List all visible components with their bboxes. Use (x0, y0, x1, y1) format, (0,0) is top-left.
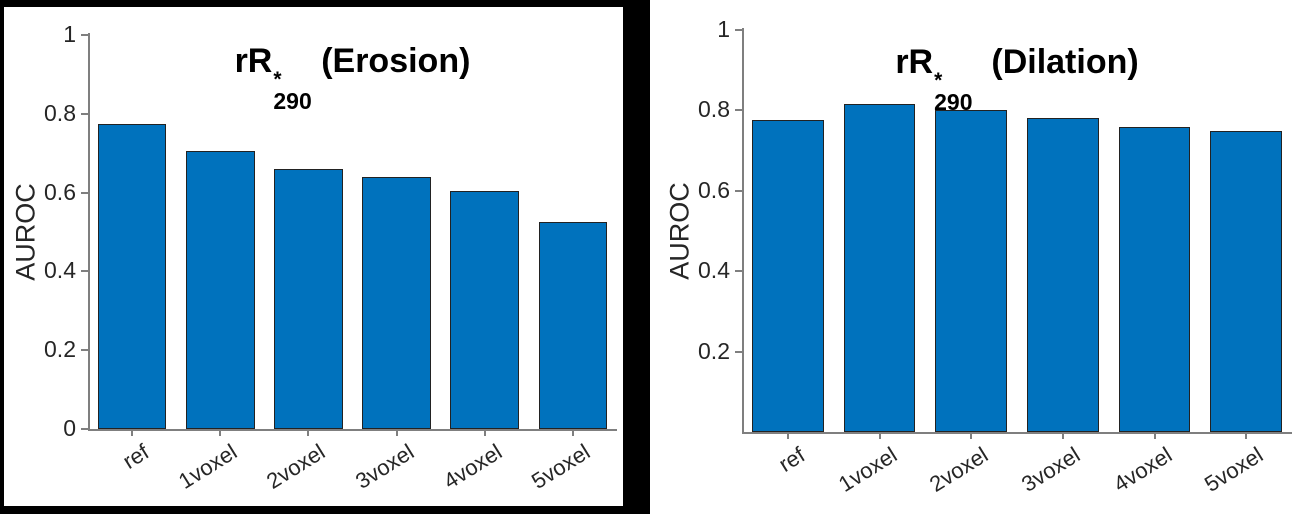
bar-5voxel (538, 222, 608, 429)
x-axis-line (88, 429, 617, 431)
y-axis-label: AUROC (664, 182, 695, 280)
x-tick-mark (307, 429, 310, 436)
y-tick-mark (81, 191, 88, 194)
bar-4voxel (450, 190, 520, 429)
x-tick-mark (131, 429, 134, 436)
y-tick-mark (81, 34, 88, 36)
bar-ref (97, 123, 167, 429)
x-tick-mark (571, 429, 574, 436)
title-subscript: 290 (934, 89, 973, 116)
y-tick-mark (81, 428, 88, 430)
y-tick-mark (735, 270, 742, 273)
y-tick-label: 0 (63, 415, 76, 441)
x-tick-label: ref (774, 442, 810, 477)
x-tick-mark (219, 429, 222, 436)
x-tick-mark (1245, 432, 1248, 439)
title-superscript: * (273, 68, 282, 92)
x-tick-mark (1061, 432, 1064, 439)
bar-5voxel (1210, 130, 1282, 432)
y-tick-label: 0.8 (44, 99, 76, 126)
y-tick-label: 0.4 (698, 257, 730, 284)
y-tick-mark (81, 112, 88, 115)
bar-ref (752, 120, 824, 432)
bar-3voxel (1027, 118, 1099, 432)
bar-4voxel (1118, 126, 1191, 432)
x-tick-mark (1153, 432, 1156, 439)
x-tick-mark (878, 432, 881, 439)
bar-2voxel (935, 110, 1007, 432)
y-tick-label: 0.2 (44, 336, 76, 363)
y-tick-label: 1 (63, 21, 76, 47)
bar-1voxel (185, 151, 255, 429)
title-superscript: * (934, 69, 943, 93)
y-tick-label: 1 (717, 16, 730, 42)
y-tick-mark (81, 349, 88, 352)
title-base: rR (895, 43, 934, 82)
title-supsub: * 290 (934, 69, 973, 116)
y-axis-line (88, 33, 90, 431)
title-subscript: 290 (273, 88, 312, 115)
chart-title: rR * 290 (Erosion) (235, 41, 471, 113)
title-rest: (Erosion) (311, 42, 471, 81)
title-base: rR (234, 42, 273, 81)
y-tick-label: 0.8 (698, 96, 730, 123)
title-supsub: * 290 (273, 68, 312, 115)
bar-1voxel (843, 104, 916, 432)
y-tick-mark (735, 350, 742, 353)
y-tick-mark (735, 29, 742, 31)
y-tick-mark (735, 189, 742, 192)
x-tick-mark (395, 429, 398, 436)
title-rest: (Dilation) (972, 43, 1139, 82)
x-tick-mark (786, 432, 789, 439)
y-tick-label: 0.2 (698, 337, 730, 364)
bar-3voxel (362, 176, 431, 429)
x-tick-mark (483, 429, 486, 436)
dilation-chart-panel: rR * 290 (Dilation) AUROC 0.2 0.4 0.6 0.8 1 ref… (650, 0, 1298, 514)
erosion-chart-panel: rR * 290 (Erosion) AUROC 0 0.2 0.4 0.6 0.8 1 ref… (0, 0, 650, 514)
y-tick-label: 0.4 (44, 257, 76, 284)
y-tick-label: 0.6 (44, 178, 76, 205)
y-axis-label: AUROC (10, 183, 41, 281)
x-axis-line (742, 432, 1292, 434)
x-tick-mark (970, 432, 973, 439)
y-tick-mark (81, 270, 88, 273)
y-tick-label: 0.6 (698, 176, 730, 203)
y-axis-line (742, 28, 744, 434)
chart-title: rR * 290 (Dilation) (895, 42, 1138, 114)
y-tick-mark (735, 109, 742, 112)
bar-2voxel (274, 169, 343, 429)
